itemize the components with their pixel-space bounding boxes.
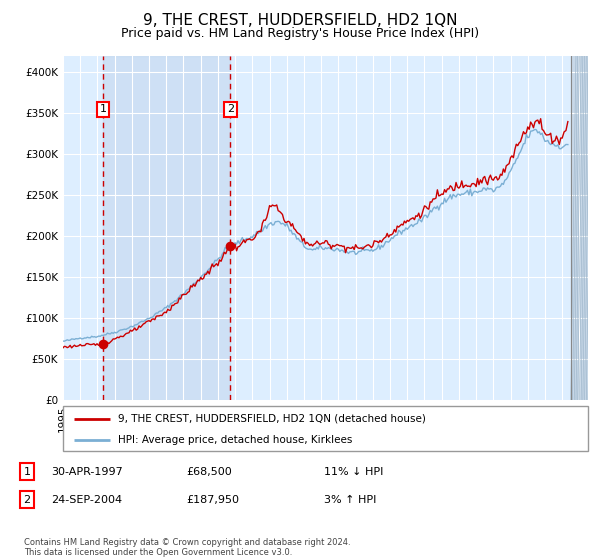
Text: £187,950: £187,950 — [186, 494, 239, 505]
Text: 2: 2 — [227, 104, 234, 114]
Text: 24-SEP-2004: 24-SEP-2004 — [51, 494, 122, 505]
Text: £68,500: £68,500 — [186, 466, 232, 477]
Text: 11% ↓ HPI: 11% ↓ HPI — [324, 466, 383, 477]
FancyBboxPatch shape — [63, 406, 588, 451]
Text: 9, THE CREST, HUDDERSFIELD, HD2 1QN: 9, THE CREST, HUDDERSFIELD, HD2 1QN — [143, 13, 457, 29]
Text: 30-APR-1997: 30-APR-1997 — [51, 466, 123, 477]
Text: Contains HM Land Registry data © Crown copyright and database right 2024.
This d: Contains HM Land Registry data © Crown c… — [24, 538, 350, 557]
Text: Price paid vs. HM Land Registry's House Price Index (HPI): Price paid vs. HM Land Registry's House … — [121, 27, 479, 40]
Text: 3% ↑ HPI: 3% ↑ HPI — [324, 494, 376, 505]
Text: HPI: Average price, detached house, Kirklees: HPI: Average price, detached house, Kirk… — [118, 435, 353, 445]
Bar — [571, 56, 588, 400]
Text: 2: 2 — [23, 494, 31, 505]
Text: 9, THE CREST, HUDDERSFIELD, HD2 1QN (detached house): 9, THE CREST, HUDDERSFIELD, HD2 1QN (det… — [118, 413, 426, 423]
Bar — [103, 56, 230, 400]
Text: 1: 1 — [100, 104, 107, 114]
Text: 1: 1 — [23, 466, 31, 477]
